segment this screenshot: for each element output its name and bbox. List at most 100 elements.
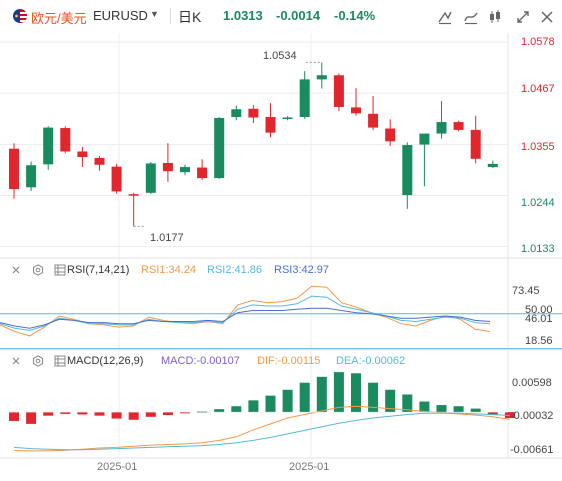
candle-body bbox=[265, 117, 276, 133]
candle-body bbox=[299, 79, 310, 118]
candle-body bbox=[197, 167, 208, 179]
candle-body bbox=[94, 157, 105, 165]
macd-histogram-bar bbox=[351, 373, 361, 413]
high-annotation: 1.0534 bbox=[263, 50, 297, 62]
macd-histogram-bar bbox=[9, 412, 19, 421]
candle-body bbox=[351, 107, 361, 114]
dea-line bbox=[13, 412, 510, 451]
candle-body bbox=[162, 162, 173, 172]
candle-body bbox=[231, 109, 242, 118]
macd-histogram-bar bbox=[145, 412, 156, 417]
price-tick-label: 1.0244 bbox=[521, 197, 555, 209]
candle-body bbox=[282, 117, 293, 119]
period-selector[interactable]: 日K bbox=[178, 9, 202, 25]
macd-histogram-bar bbox=[487, 412, 498, 416]
rsi2-line bbox=[0, 295, 491, 331]
macd-histogram-bar bbox=[316, 376, 327, 413]
macd-tick-label: 0.00598 bbox=[512, 377, 552, 389]
x-tick-label: 2025-01 bbox=[289, 461, 330, 473]
last-price: 1.0313 bbox=[223, 8, 263, 23]
collapse-icon[interactable] bbox=[10, 264, 22, 276]
rsi-tick-label: 18.56 bbox=[525, 335, 553, 347]
candle-body bbox=[316, 75, 327, 80]
candle-body bbox=[453, 122, 464, 130]
dif-legend: DIF:-0.00115 bbox=[257, 355, 321, 367]
chart-header: 欧元/美元 EURUSD ▼ 日K 1.0313 -0.0014 -0.14% bbox=[0, 0, 562, 33]
rsi-title: RSI(7,14,21) bbox=[67, 264, 130, 276]
candle-body bbox=[43, 127, 54, 165]
macd-histogram-bar bbox=[111, 412, 122, 419]
macd-histogram-bar bbox=[162, 412, 173, 416]
price-tick-label: 1.0133 bbox=[521, 243, 555, 255]
macd-histogram-bar bbox=[60, 412, 71, 414]
macd-histogram-bar bbox=[333, 372, 344, 413]
macd-histogram-bar bbox=[128, 412, 139, 420]
candle-body bbox=[402, 145, 413, 196]
low-annotation: 1.0177 bbox=[150, 232, 184, 244]
candle-body bbox=[248, 108, 259, 118]
price-tick-label: 1.0467 bbox=[521, 83, 555, 95]
macd-histogram-bar bbox=[180, 412, 190, 414]
candle-body bbox=[333, 75, 344, 107]
candle-style-icon[interactable] bbox=[486, 8, 504, 26]
macd-histogram-bar bbox=[299, 382, 310, 413]
candle-body bbox=[419, 133, 430, 145]
candle-body bbox=[436, 122, 447, 134]
macd-histogram-bar bbox=[94, 412, 105, 416]
macd-histogram-bar bbox=[504, 412, 515, 418]
macd-histogram-bar bbox=[265, 395, 276, 413]
macd-histogram-bar bbox=[368, 382, 379, 413]
macd-histogram-bar bbox=[214, 409, 225, 413]
macd-histogram-bar bbox=[453, 406, 464, 413]
dea-legend: DEA:-0.00062 bbox=[336, 355, 406, 367]
gear-icon[interactable] bbox=[32, 264, 44, 276]
rsi1-line bbox=[0, 285, 491, 337]
macd-histogram-bar bbox=[436, 405, 447, 413]
macd-histogram-bar bbox=[77, 412, 88, 415]
chart-type-icon[interactable] bbox=[462, 8, 480, 26]
price-change-percent: -0.14% bbox=[334, 8, 376, 23]
header-divider bbox=[170, 8, 171, 24]
macd-tick-label: -0.00661 bbox=[510, 444, 554, 456]
candle-body bbox=[385, 128, 396, 142]
indicator-list-icon[interactable] bbox=[54, 264, 66, 276]
candle-body bbox=[180, 167, 190, 173]
symbol-name[interactable]: 欧元/美元 bbox=[31, 11, 87, 26]
gear-icon[interactable] bbox=[32, 355, 44, 367]
candle-body bbox=[60, 128, 71, 152]
draw-tool-icon[interactable] bbox=[436, 8, 454, 26]
macd-histogram-bar bbox=[402, 394, 413, 413]
rsi3-legend: RSI3:42.97 bbox=[274, 264, 330, 276]
candle-body bbox=[111, 166, 122, 192]
rsi-tick-label: 46.01 bbox=[525, 313, 553, 325]
candle-body bbox=[487, 163, 498, 168]
candle-body bbox=[145, 163, 156, 193]
x-tick-label: 2025-01 bbox=[97, 461, 138, 473]
macd-histogram-bar bbox=[419, 401, 430, 413]
price-tick-label: 1.0355 bbox=[521, 141, 555, 153]
rsi1-legend: RSI1:34.24 bbox=[141, 264, 197, 276]
macd-histogram-bar bbox=[385, 389, 396, 413]
fullscreen-icon[interactable] bbox=[514, 8, 532, 26]
rsi2-legend: RSI2:41.86 bbox=[207, 264, 263, 276]
macd-histogram-bar bbox=[282, 389, 293, 413]
price-tick-label: 1.0578 bbox=[521, 36, 555, 48]
chevron-down-icon[interactable]: ▼ bbox=[150, 9, 159, 19]
macd-histogram-bar bbox=[231, 406, 242, 413]
macd-histogram-bar bbox=[470, 408, 481, 413]
macd-histogram-bar bbox=[26, 412, 37, 424]
eu-us-flag-icon bbox=[13, 9, 27, 23]
rsi-tick-label: 50.00 bbox=[525, 304, 553, 316]
macd-histogram-bar bbox=[248, 400, 259, 413]
macd-histogram-bar bbox=[43, 412, 54, 416]
candle-body bbox=[26, 165, 37, 188]
indicator-list-icon[interactable] bbox=[54, 355, 66, 367]
symbol-code[interactable]: EURUSD bbox=[93, 8, 148, 23]
candle-body bbox=[128, 194, 139, 196]
collapse-icon[interactable] bbox=[10, 355, 22, 367]
candle-body bbox=[77, 151, 88, 157]
close-icon[interactable] bbox=[538, 8, 556, 26]
candle-body bbox=[368, 113, 379, 128]
dif-line bbox=[13, 405, 510, 452]
